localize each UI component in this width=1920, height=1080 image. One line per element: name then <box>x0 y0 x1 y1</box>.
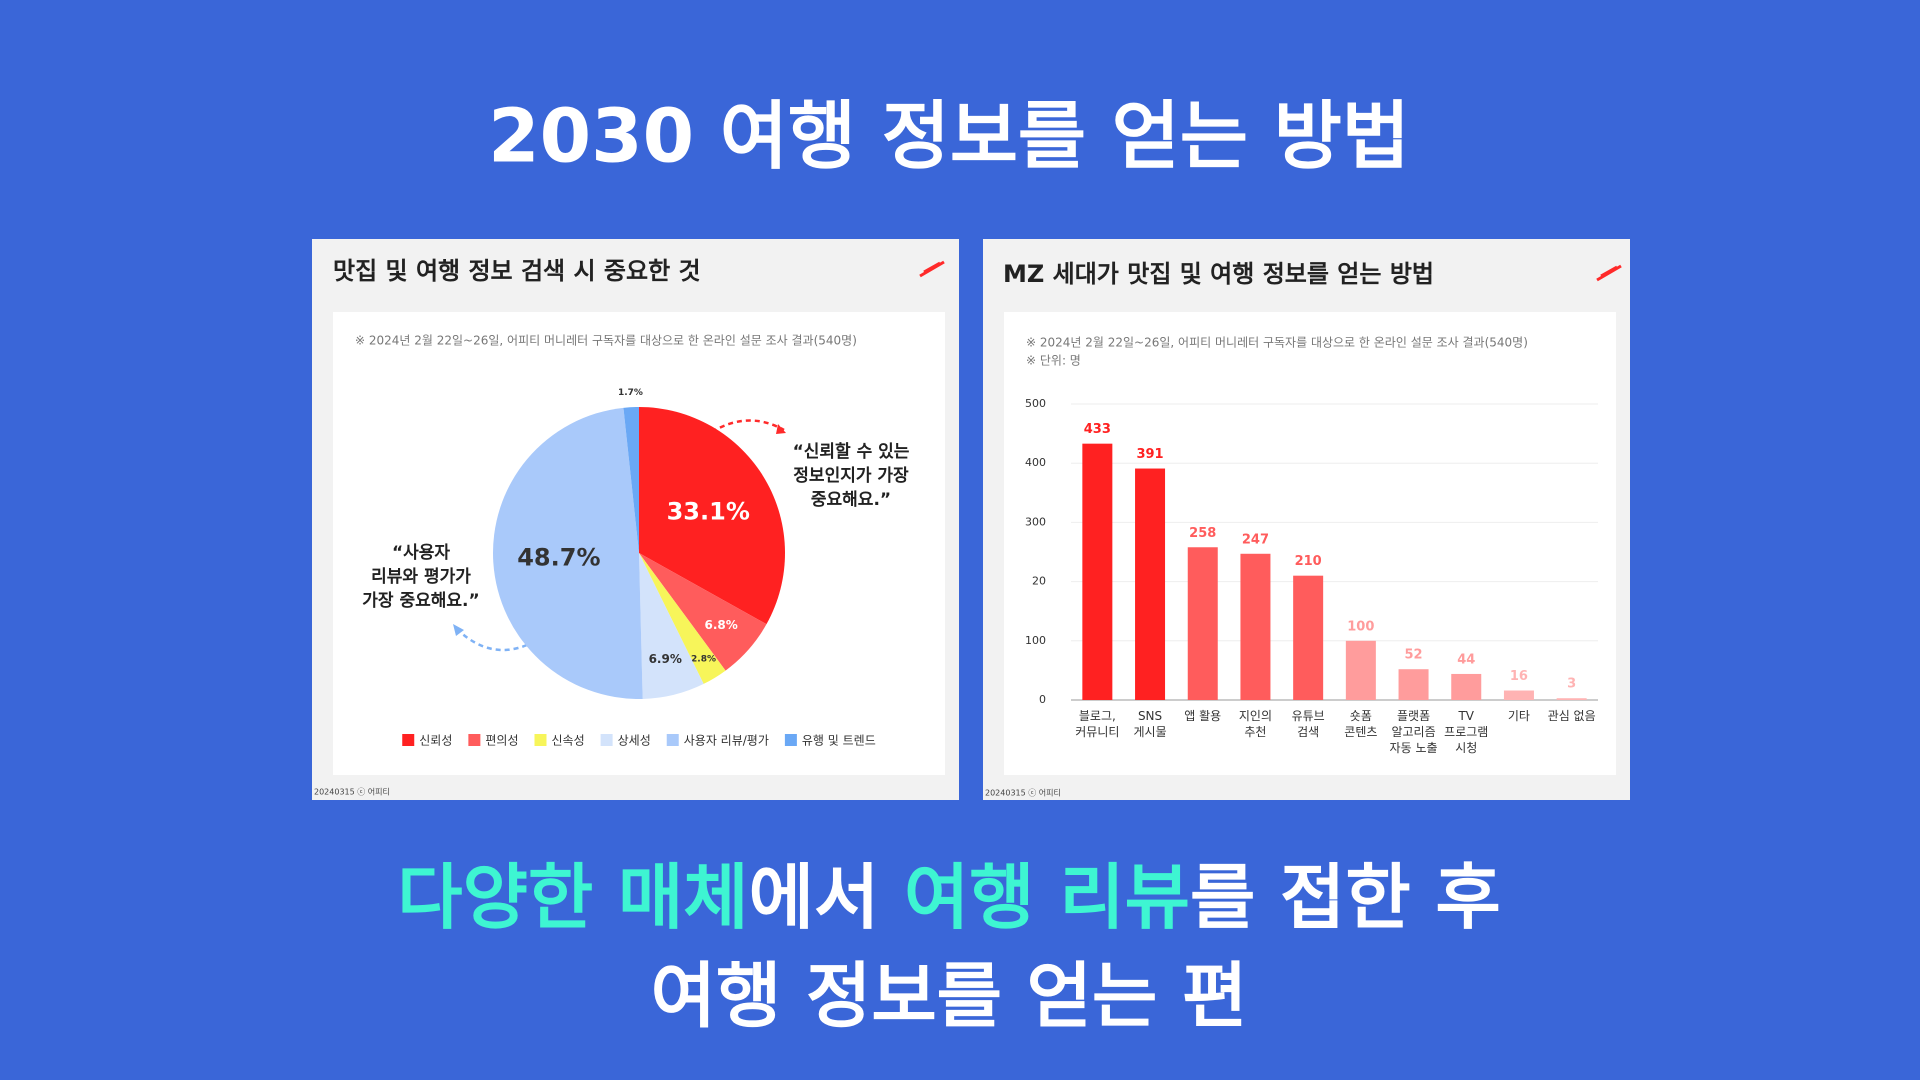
value-label: 100 <box>1347 619 1374 634</box>
footer-segment: 에서 <box>749 856 904 939</box>
legend-swatch <box>468 734 481 746</box>
x-tick-label: 앱 활용 <box>1184 709 1221 723</box>
chart-title: MZ 세대가 맛집 및 여행 정보를 얻는 방법 <box>1003 260 1434 288</box>
legend-label: 사용자 리뷰/평가 <box>684 734 769 748</box>
legend-swatch <box>784 734 797 746</box>
chart-note: ※ 2024년 2월 22일~26일, 어피티 머니레터 구독자를 대상으로 한… <box>1026 336 1528 350</box>
x-tick-label: 숏폼 콘텐츠 <box>1344 709 1377 739</box>
bar <box>1556 698 1587 700</box>
bar <box>1187 547 1218 700</box>
x-tick-label: 블로그, 커뮤니티 <box>1075 709 1119 739</box>
value-label: 52 <box>1405 648 1423 663</box>
pie-slice <box>639 407 785 625</box>
y-tick-label: 100 <box>1025 634 1046 647</box>
footer-segment: 여행 리뷰 <box>904 856 1190 939</box>
value-label: 247 <box>1242 532 1269 547</box>
y-tick-label: 500 <box>1025 397 1046 410</box>
bar <box>1345 640 1376 700</box>
bar <box>1240 553 1271 700</box>
value-label: 433 <box>1084 422 1111 437</box>
legend-label: 유행 및 트렌드 <box>802 733 876 748</box>
arrow-head <box>453 624 464 636</box>
annotation: “신뢰할 수 있는 정보인지가 가장 중요해요.” <box>793 442 910 510</box>
footer-line: 다양한 매체에서 여행 리뷰를 접한 후 <box>397 856 1500 939</box>
legend-label: 상세성 <box>618 734 651 748</box>
source: 20240315 ⓒ 어피티 <box>985 788 1061 798</box>
y-tick-label: 400 <box>1025 456 1046 469</box>
slide-title: 2030 여행 정보를 얻는 방법 <box>488 94 1410 180</box>
legend-label: 신뢰성 <box>419 734 452 748</box>
footer-line: 여행 정보를 얻는 편 <box>651 955 1248 1038</box>
value-label: 1.7% <box>618 388 643 398</box>
pie-slice <box>639 553 704 699</box>
pie-slice <box>492 407 643 700</box>
arrow <box>457 629 528 652</box>
y-tick-label: 20 <box>1032 575 1046 588</box>
value-label: 210 <box>1295 554 1322 569</box>
legend-swatch <box>600 734 613 746</box>
x-tick-label: TV 프로그램 시청 <box>1444 709 1488 755</box>
footer-segment: 를 접한 후 <box>1190 856 1501 939</box>
x-tick-label: 기타 <box>1508 709 1530 723</box>
value-label: 33.1% <box>667 497 750 525</box>
x-tick-label: SNS 게시물 <box>1133 709 1166 739</box>
bar <box>1451 673 1482 700</box>
chart-note: ※ 2024년 2월 22일~26일, 어피티 머니레터 구독자를 대상으로 한… <box>355 334 857 348</box>
bar <box>1082 443 1113 700</box>
x-tick-label: 지인의 추천 <box>1239 709 1272 739</box>
legend-swatch <box>534 734 547 746</box>
bar <box>1503 690 1534 700</box>
value-label: 258 <box>1189 526 1216 541</box>
value-label: 3 <box>1567 677 1576 692</box>
x-tick-label: 유튜브 검색 <box>1292 709 1325 739</box>
annotation: “사용자 리뷰와 평가가 가장 중요해요.” <box>362 543 479 611</box>
footer-segment: 다양한 매체 <box>397 856 748 939</box>
bar <box>1398 669 1429 700</box>
source: 20240315 ⓒ 어피티 <box>314 787 390 797</box>
legend: 신뢰성 편의성 신속성 상세성 사용자 리뷰/평가 유행 및 트렌드 <box>402 733 876 748</box>
x-tick-label: 관심 없음 <box>1548 709 1596 723</box>
legend-label: 신속성 <box>551 734 584 748</box>
value-label: 6.8% <box>704 618 737 632</box>
pie-slice <box>623 407 639 553</box>
value-label: 2.8% <box>691 655 716 665</box>
pie-slice <box>639 553 767 671</box>
value-label: 44 <box>1457 652 1475 667</box>
value-label: 6.9% <box>649 652 682 666</box>
x-tick-label: 플랫폼 알고리즘 자동 노출 <box>1390 709 1438 755</box>
value-label: 48.7% <box>517 543 600 571</box>
y-tick-label: 0 <box>1039 693 1046 706</box>
value-label: 391 <box>1136 447 1163 462</box>
value-label: 16 <box>1510 669 1528 684</box>
y-tick-label: 300 <box>1025 515 1046 528</box>
chart-title: 맛집 및 여행 정보 검색 시 중요한 것 <box>333 257 701 285</box>
legend-label: 편의성 <box>485 734 518 748</box>
bar <box>1293 575 1324 700</box>
legend-swatch <box>666 734 679 746</box>
logo <box>919 260 1622 282</box>
arrow-head <box>776 424 786 434</box>
chart-note: ※ 단위: 명 <box>1026 354 1081 368</box>
arrow <box>711 419 785 434</box>
bar <box>1135 468 1166 700</box>
legend-swatch <box>402 734 415 746</box>
pie-slice <box>639 553 726 684</box>
